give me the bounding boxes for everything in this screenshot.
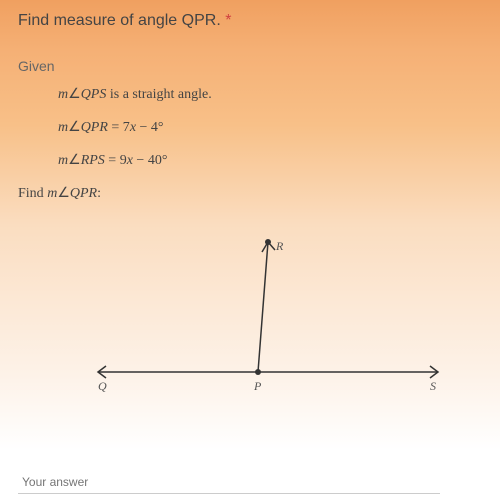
label-q: Q — [98, 379, 107, 393]
given-item: m∠QPS is a straight angle. — [58, 86, 482, 103]
required-asterisk: * — [225, 12, 231, 29]
point-r — [265, 239, 271, 245]
label-s: S — [430, 379, 436, 393]
title-text: Find measure of angle QPR. — [18, 12, 221, 29]
geometry-figure: Q P S R — [18, 212, 482, 412]
label-r: R — [275, 239, 284, 253]
figure-svg: Q P S R — [18, 212, 500, 412]
point-p — [255, 369, 261, 375]
label-p: P — [253, 379, 262, 393]
find-label: Find m∠QPR: — [18, 185, 482, 202]
given-item: m∠RPS = 9x − 40° — [58, 152, 482, 169]
ray-pr — [258, 242, 268, 372]
question-title: Find measure of angle QPR. * — [18, 12, 482, 30]
answer-input[interactable] — [18, 470, 440, 494]
given-item: m∠QPR = 7x − 4° — [58, 119, 482, 136]
given-label: Given — [18, 58, 482, 74]
content-area: Find measure of angle QPR. * Given m∠QPS… — [0, 0, 500, 424]
